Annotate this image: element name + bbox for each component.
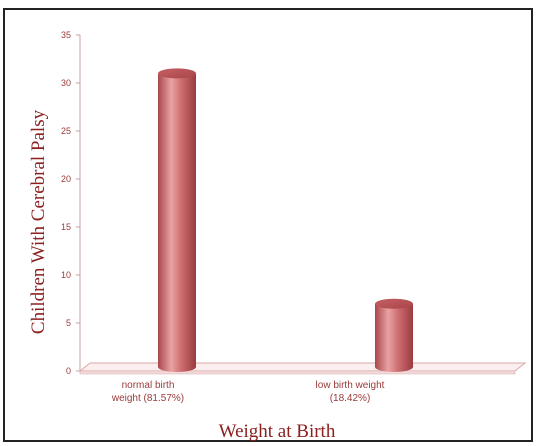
bar: [158, 68, 196, 373]
y-tick-label: 25: [61, 126, 71, 136]
bar-body: [375, 303, 413, 372]
bars: [158, 68, 413, 373]
bar-body: [158, 73, 196, 373]
category-label-line: low birth weight: [316, 380, 385, 391]
bar: [375, 298, 413, 372]
chart-floor: [78, 362, 527, 375]
y-tick-label: 15: [61, 222, 71, 232]
category-label-line: (18.42%): [330, 393, 371, 404]
y-tick-label: 5: [66, 318, 71, 328]
y-tick-label: 35: [61, 30, 71, 40]
category-labels: normal birth weight (81.57%) low birth wei…: [111, 380, 385, 404]
floor-edge: [79, 370, 516, 375]
floor-plane: [78, 362, 527, 372]
y-axis-title: Children With Cerebral Palsy: [28, 109, 49, 334]
category-label: normal birth weight (81.57%): [111, 380, 184, 404]
bar-top: [375, 298, 413, 309]
x-axis-title: Weight at Birth: [219, 421, 336, 442]
bar-top: [158, 68, 196, 79]
category-label-line: normal birth: [122, 380, 175, 391]
y-axis: 0 5 10 15 20 25 30 35: [61, 30, 81, 376]
y-tick-label: 10: [61, 270, 71, 280]
y-tick-label: 30: [61, 78, 71, 88]
category-label-line: weight (81.57%): [111, 393, 184, 404]
y-tick-label: 20: [61, 174, 71, 184]
category-label: low birth weight (18.42%): [316, 380, 385, 404]
y-tick-label: 0: [66, 366, 71, 376]
